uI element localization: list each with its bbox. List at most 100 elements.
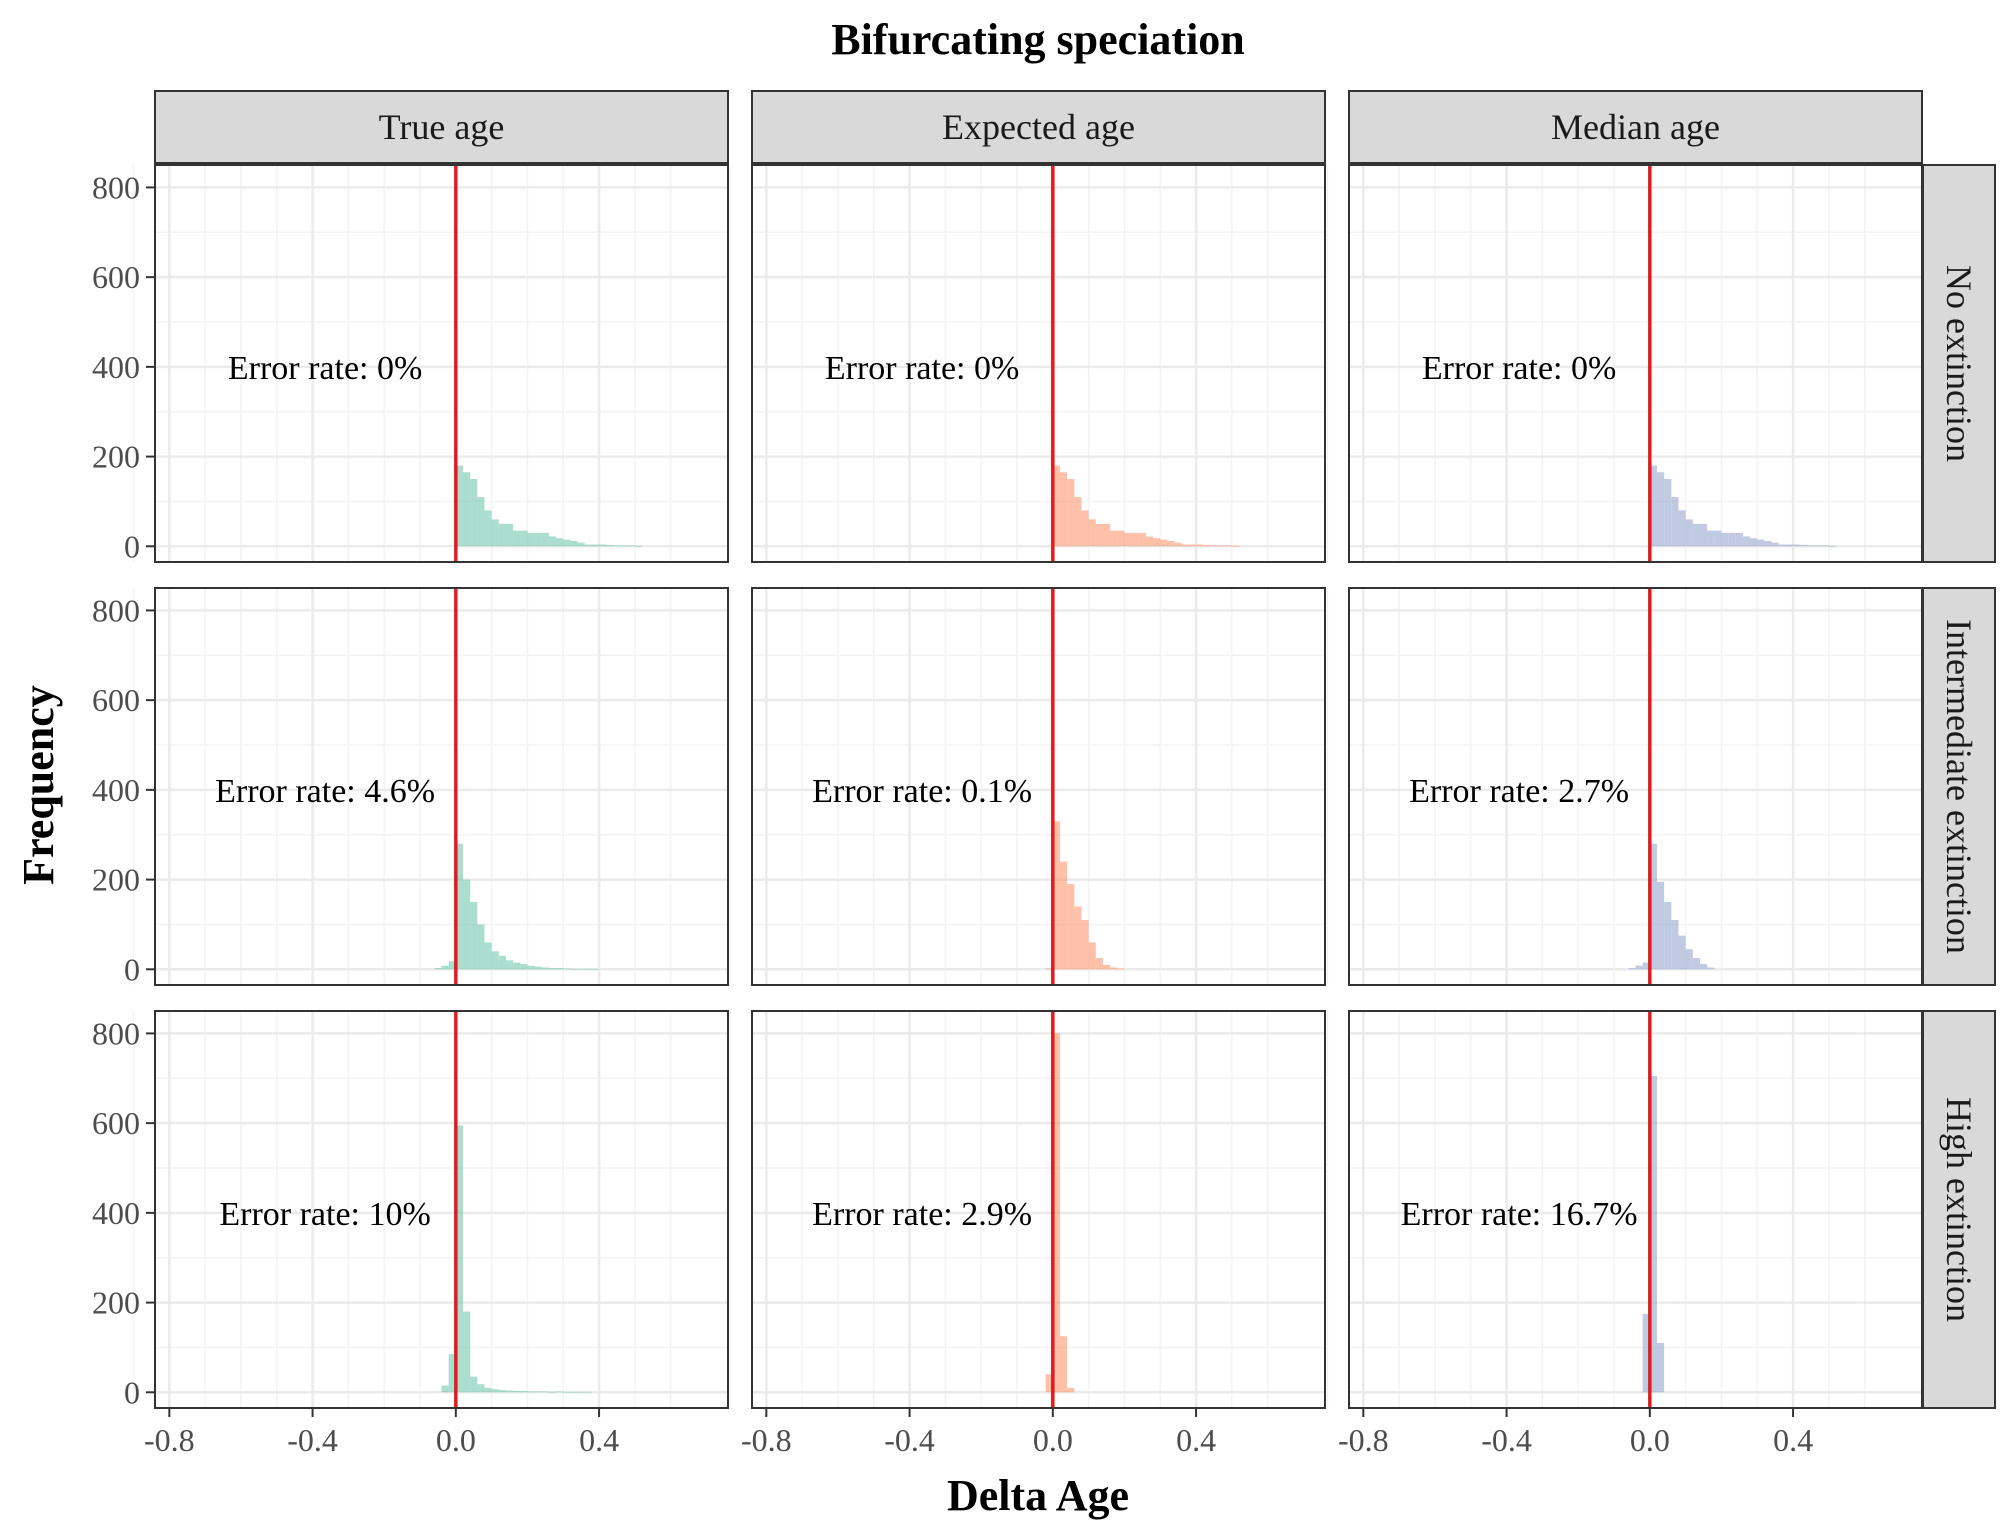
y-tick-label: 200 <box>92 1285 140 1321</box>
y-axis-label: Frequency <box>14 685 63 885</box>
histogram-bar <box>462 879 471 970</box>
histogram-bar <box>534 532 542 547</box>
column-strip <box>751 90 1326 164</box>
histogram-bar <box>498 955 506 970</box>
y-tick-label: 200 <box>92 439 140 475</box>
histogram-bar <box>541 967 549 970</box>
histogram-bar <box>434 967 442 970</box>
panel: Error rate: 4.6% 0 200 400 600 800 <box>92 587 729 987</box>
histogram-bar <box>1052 465 1060 547</box>
x-axis-label: Delta Age <box>947 1471 1129 1520</box>
histogram-bar <box>1678 510 1686 547</box>
panel-border <box>154 1010 729 1409</box>
histogram-bar <box>1110 967 1118 970</box>
histogram-bar <box>556 538 564 547</box>
x-tick-label: -0.8 <box>741 1422 792 1458</box>
histogram-bar <box>448 1354 456 1393</box>
error-rate-annotation: Error rate: 4.6% <box>215 773 435 810</box>
histogram-bar <box>591 544 600 547</box>
histogram-bar <box>548 536 557 547</box>
histogram-bar <box>491 1389 499 1393</box>
error-rate-annotation: Error rate: 0% <box>228 350 422 387</box>
histogram-bar <box>534 966 542 970</box>
histogram-bar <box>1671 919 1679 970</box>
histogram-bar <box>1699 963 1708 970</box>
error-rate-annotation: Error rate: 0% <box>1422 350 1616 387</box>
y-tick-label: 600 <box>92 682 140 718</box>
x-tick-label: 0.4 <box>1176 1422 1216 1458</box>
histogram-bar <box>1095 523 1103 547</box>
panel-border <box>1348 1010 1923 1409</box>
histogram-bar <box>1117 530 1125 547</box>
histogram-bar <box>470 902 478 970</box>
histogram-bar <box>1067 884 1075 970</box>
histogram-bar <box>1095 958 1103 970</box>
histogram-bar <box>570 968 578 970</box>
histogram-bar <box>563 1391 571 1393</box>
panel-grid: True age Expected age Median age No extinct… <box>92 90 1996 1458</box>
histogram-bar <box>498 1390 506 1393</box>
histogram-bar <box>1664 479 1672 547</box>
histogram-bar <box>1656 881 1665 970</box>
histogram-bar <box>484 1387 492 1393</box>
x-tick-label: -0.8 <box>1338 1422 1389 1458</box>
histogram-bar <box>1742 536 1751 547</box>
error-rate-annotation: Error rate: 0% <box>825 350 1019 387</box>
histogram-bar <box>441 1385 449 1393</box>
column-strip <box>1348 90 1923 164</box>
column-strip-label: Median age <box>1551 107 1720 147</box>
y-tick-label: 600 <box>92 1105 140 1141</box>
histogram-bar <box>577 542 585 547</box>
histogram-bar <box>1167 540 1175 547</box>
histogram-bar <box>1685 519 1693 547</box>
histogram-bar <box>1059 1336 1068 1393</box>
histogram-bar <box>1628 967 1636 970</box>
histogram-bar <box>1764 540 1772 547</box>
histogram-bar <box>1074 906 1082 970</box>
histogram-bar <box>455 1125 463 1393</box>
x-tick-label: -0.4 <box>287 1422 338 1458</box>
histogram-bar <box>1800 544 1808 547</box>
histogram-bar <box>1102 964 1111 970</box>
panel: Error rate: 16.7% -0.8 -0.4 0.0 0.4 <box>1326 1010 1923 1458</box>
histogram-bar <box>491 519 499 547</box>
histogram-bar <box>1649 1076 1657 1393</box>
x-tick-label: 0.4 <box>579 1422 619 1458</box>
histogram-bar <box>1757 539 1765 547</box>
histogram-bar <box>1224 545 1232 547</box>
x-tick-label: 0.0 <box>436 1422 476 1458</box>
column-strip-label: True age <box>379 107 505 147</box>
histogram-bar <box>534 1391 542 1393</box>
histogram-bar <box>527 1391 535 1393</box>
error-rate-annotation: Error rate: 10% <box>219 1196 430 1233</box>
histogram-bar <box>1067 1387 1075 1393</box>
histogram-bar <box>1081 510 1089 547</box>
y-tick-label: 400 <box>92 349 140 385</box>
histogram-bar <box>1635 965 1643 970</box>
y-tick-label: 800 <box>92 169 140 205</box>
histogram-bar <box>570 1391 578 1393</box>
histogram-bar <box>1052 821 1060 970</box>
histogram-bar <box>1117 968 1125 970</box>
y-tick-label: 600 <box>92 259 140 295</box>
histogram-bar <box>1656 472 1665 547</box>
histogram-bar <box>520 963 528 970</box>
histogram-bar <box>548 967 557 970</box>
histogram-bar <box>527 532 535 547</box>
histogram-bar <box>584 1391 592 1393</box>
column-strip-label: Expected age <box>942 107 1135 147</box>
row-strip-label: No extinction <box>1939 265 1979 462</box>
histogram-bar <box>563 968 571 970</box>
histogram-bar <box>1188 544 1197 547</box>
panel: Error rate: 0.1% <box>729 587 1326 986</box>
histogram-bar <box>606 544 614 547</box>
histogram-bar <box>1059 472 1068 547</box>
histogram-bar <box>1138 532 1146 547</box>
histogram-bar <box>1642 962 1650 970</box>
histogram-bar <box>541 1391 549 1393</box>
histogram-bar <box>527 965 535 970</box>
histogram-bar <box>1793 544 1801 547</box>
histogram-bar <box>1131 532 1139 547</box>
panel-border <box>751 1010 1326 1409</box>
